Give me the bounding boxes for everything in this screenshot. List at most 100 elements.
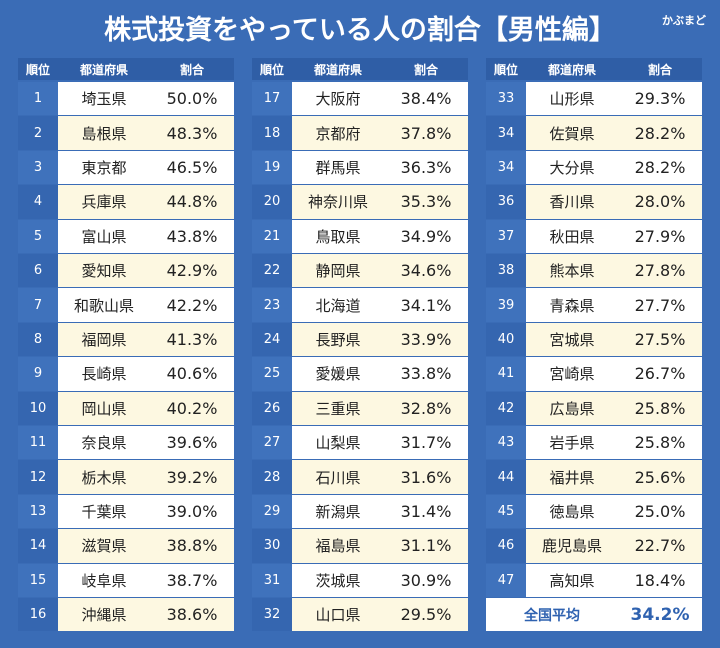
ratio: 22.7%: [618, 529, 702, 563]
prefecture: 岐阜県: [58, 563, 150, 597]
header-cell: 順位: [18, 58, 58, 80]
ratio: 40.2%: [150, 391, 234, 425]
rank: 22: [252, 254, 292, 288]
prefecture: 兵庫県: [58, 185, 150, 219]
rank: 46: [486, 529, 526, 563]
rank: 5: [18, 219, 58, 253]
rank: 39: [486, 288, 526, 322]
ratio: 33.8%: [384, 357, 468, 391]
ratio: 34.6%: [384, 254, 468, 288]
ratio: 37.8%: [384, 116, 468, 150]
rank: 26: [252, 391, 292, 425]
prefecture: 山口県: [292, 598, 384, 632]
prefecture: 広島県: [526, 391, 618, 425]
ratio: 25.0%: [618, 494, 702, 529]
prefecture: 徳島県: [526, 494, 618, 529]
prefecture: 京都府: [292, 116, 384, 150]
prefecture: 石川県: [292, 460, 384, 494]
ratio: 28.2%: [618, 116, 702, 150]
prefecture: 長野県: [292, 322, 384, 357]
prefecture: 千葉県: [58, 494, 150, 529]
ratio: 28.2%: [618, 150, 702, 185]
rank: 17: [252, 82, 292, 116]
ratio: 34.1%: [384, 288, 468, 322]
logo: かぶまど: [662, 14, 706, 27]
ratio: 48.3%: [150, 116, 234, 150]
prefecture: 新潟県: [292, 494, 384, 529]
rank: 8: [18, 322, 58, 357]
ratio: 27.9%: [618, 219, 702, 253]
ratio: 39.2%: [150, 460, 234, 494]
prefecture: 秋田県: [526, 219, 618, 253]
rank: 7: [18, 288, 58, 322]
prefecture: 鹿児島県: [526, 529, 618, 563]
ratio: 39.6%: [150, 426, 234, 460]
ratio: 33.9%: [384, 322, 468, 357]
prefecture: 北海道: [292, 288, 384, 322]
ratio: 26.7%: [618, 357, 702, 391]
header-cell: 都道府県: [58, 58, 150, 80]
rank: 31: [252, 563, 292, 597]
ratio: 38.4%: [384, 82, 468, 116]
ratio: 27.7%: [618, 288, 702, 322]
rank: 36: [486, 185, 526, 219]
rank: 13: [18, 494, 58, 529]
ratio: 18.4%: [618, 563, 702, 597]
header-cell: 都道府県: [292, 58, 384, 80]
prefecture: 三重県: [292, 391, 384, 425]
header-cell: 割合: [618, 58, 702, 80]
rank: 30: [252, 529, 292, 563]
prefecture: 鳥取県: [292, 219, 384, 253]
rank: 45: [486, 494, 526, 529]
ratio: 41.3%: [150, 322, 234, 357]
ratio: 31.1%: [384, 529, 468, 563]
rank: 2: [18, 116, 58, 150]
ratio: 35.3%: [384, 185, 468, 219]
ratio: 28.0%: [618, 185, 702, 219]
prefecture: 静岡県: [292, 254, 384, 288]
prefecture: 福島県: [292, 529, 384, 563]
prefecture: 宮城県: [526, 322, 618, 357]
prefecture: 神奈川県: [292, 185, 384, 219]
header-cell: 順位: [252, 58, 292, 80]
ratio: 38.6%: [150, 598, 234, 632]
rank: 34: [486, 116, 526, 150]
rank: 37: [486, 219, 526, 253]
rank: 41: [486, 357, 526, 391]
prefecture: 熊本県: [526, 254, 618, 288]
header-cell: 都道府県: [526, 58, 618, 80]
rank: 14: [18, 529, 58, 563]
rank: 44: [486, 460, 526, 494]
prefecture: 愛知県: [58, 254, 150, 288]
prefecture: 滋賀県: [58, 529, 150, 563]
ratio: 29.5%: [384, 598, 468, 632]
ratio: 25.8%: [618, 391, 702, 425]
rank: 34: [486, 150, 526, 185]
ratio: 30.9%: [384, 563, 468, 597]
rank: 11: [18, 426, 58, 460]
rank: 10: [18, 391, 58, 425]
ratio: 31.6%: [384, 460, 468, 494]
ratio: 38.8%: [150, 529, 234, 563]
rank: 15: [18, 563, 58, 597]
ratio: 39.0%: [150, 494, 234, 529]
summary-label: 全国平均: [486, 598, 618, 632]
rank: 43: [486, 426, 526, 460]
prefecture: 高知県: [526, 563, 618, 597]
rank: 28: [252, 460, 292, 494]
ratio: 25.8%: [618, 426, 702, 460]
ratio: 42.9%: [150, 254, 234, 288]
ratio: 38.7%: [150, 563, 234, 597]
rank: 47: [486, 563, 526, 597]
prefecture: 長崎県: [58, 357, 150, 391]
prefecture: 大分県: [526, 150, 618, 185]
ratio: 40.6%: [150, 357, 234, 391]
ratio: 31.7%: [384, 426, 468, 460]
rank: 1: [18, 82, 58, 116]
rank: 19: [252, 150, 292, 185]
prefecture: 青森県: [526, 288, 618, 322]
prefecture: 東京都: [58, 150, 150, 185]
rank: 20: [252, 185, 292, 219]
rank: 3: [18, 150, 58, 185]
